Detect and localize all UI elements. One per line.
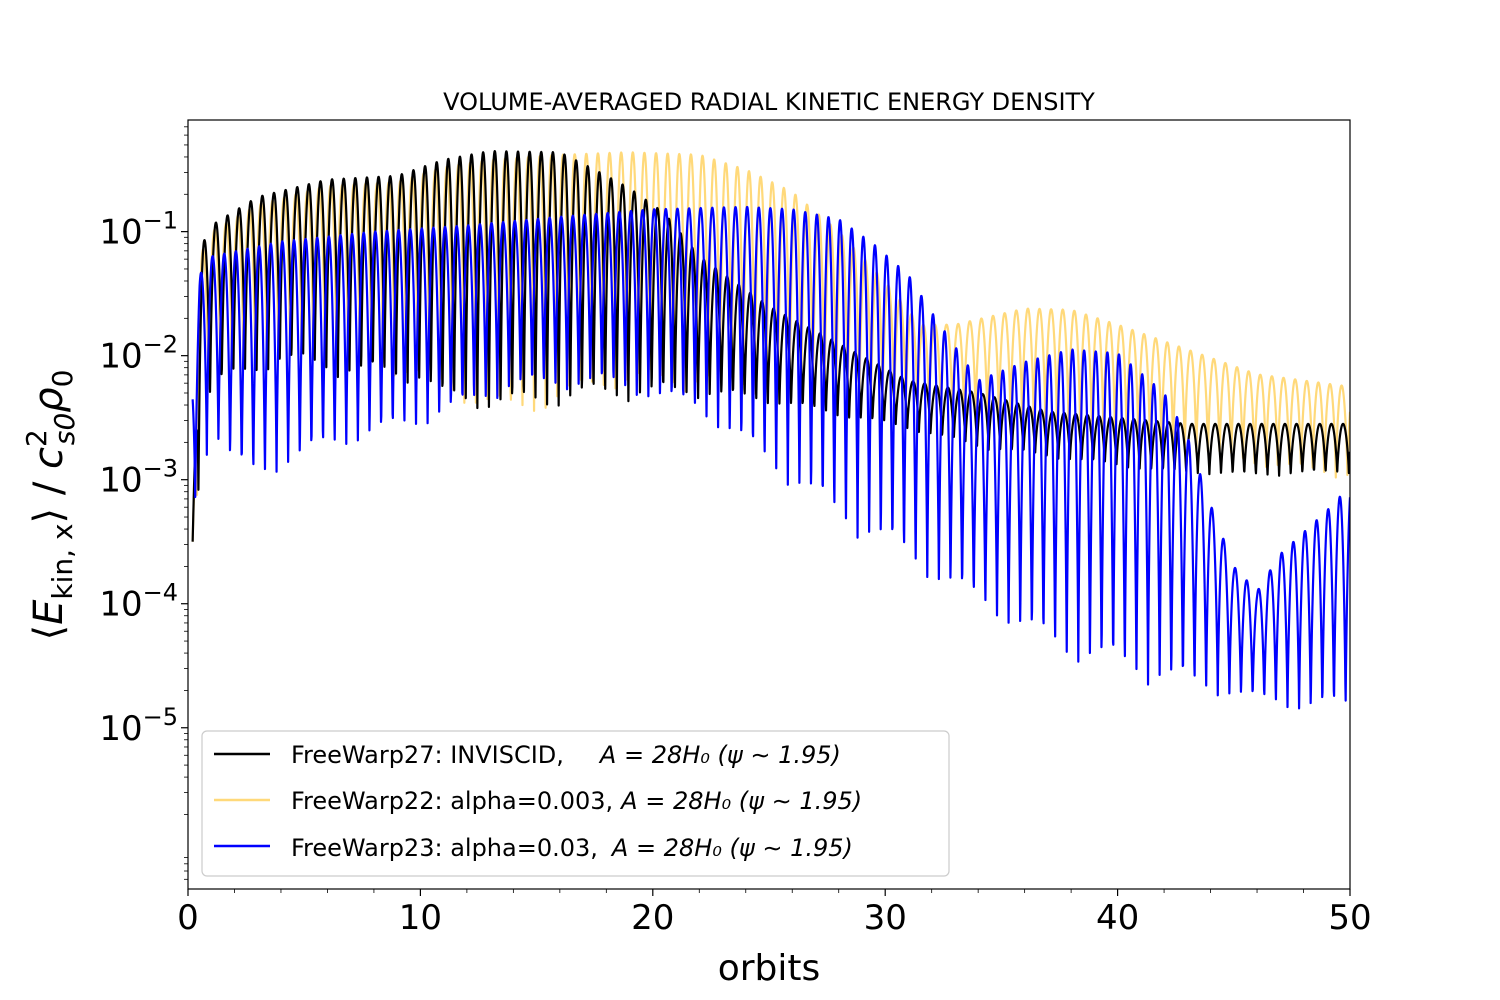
series-layer [191,150,1350,710]
y-label-c-sup: 2 [20,429,53,447]
y-label-rho-sub: 0 [46,370,79,388]
x-axis-label: orbits [718,948,821,989]
series-line-freewarp23 [191,205,1350,710]
x-tick-label: 10 [399,898,442,938]
y-label-open: ⟨ [26,625,72,641]
y-tick-label: 10−5 [99,703,178,749]
plot-frame [187,119,1351,890]
y-label-rho: ρ [26,387,72,412]
y-label-close: ⟩ / [26,469,72,524]
y-axis-label: ⟨Ekin, x⟩ / c2s0ρ0 [20,370,81,641]
legend-box [201,730,950,877]
x-tick-label: 50 [1328,898,1371,938]
legend-label-freewarp22: FreeWarp22: alpha=0.003, A = 28H₀ (ψ ∼ 1.… [291,787,862,815]
legend-label-freewarp23: FreeWarp23: alpha=0.03, A = 28H₀ (ψ ∼ 1.9… [291,834,853,862]
y-label-c-sub: s0 [48,413,81,445]
series-line-freewarp27 [191,150,1350,542]
y-label-e-sub: kin, x [46,523,79,599]
x-tick-label: 20 [631,898,674,938]
ticks-layer: 0 10 20 30 40 50 10−1 10−2 10−3 10−4 10−5 [99,126,1372,938]
y-tick-label: 10−1 [99,207,178,253]
y-tick-label: 10−3 [99,455,178,501]
legend-label-freewarp27: FreeWarp27: INVISCID, A = 28H₀ (ψ ∼ 1.95) [291,741,841,769]
svg-text:⟨Ekin, x⟩ / c2s0ρ0: ⟨Ekin, x⟩ / c2s0ρ0 [20,370,81,641]
chart-title: VOLUME-AVERAGED RADIAL KINETIC ENERGY DE… [443,88,1095,116]
y-tick-label: 10−2 [99,331,178,377]
y-tick-label: 10−4 [99,579,178,625]
y-label-e: E [26,599,72,625]
y-label-c: c [26,447,72,469]
x-tick-label: 40 [1096,898,1139,938]
x-tick-label: 0 [177,898,199,938]
x-tick-label: 30 [864,898,907,938]
legend: FreeWarp27: INVISCID, A = 28H₀ (ψ ∼ 1.95)… [201,730,950,877]
